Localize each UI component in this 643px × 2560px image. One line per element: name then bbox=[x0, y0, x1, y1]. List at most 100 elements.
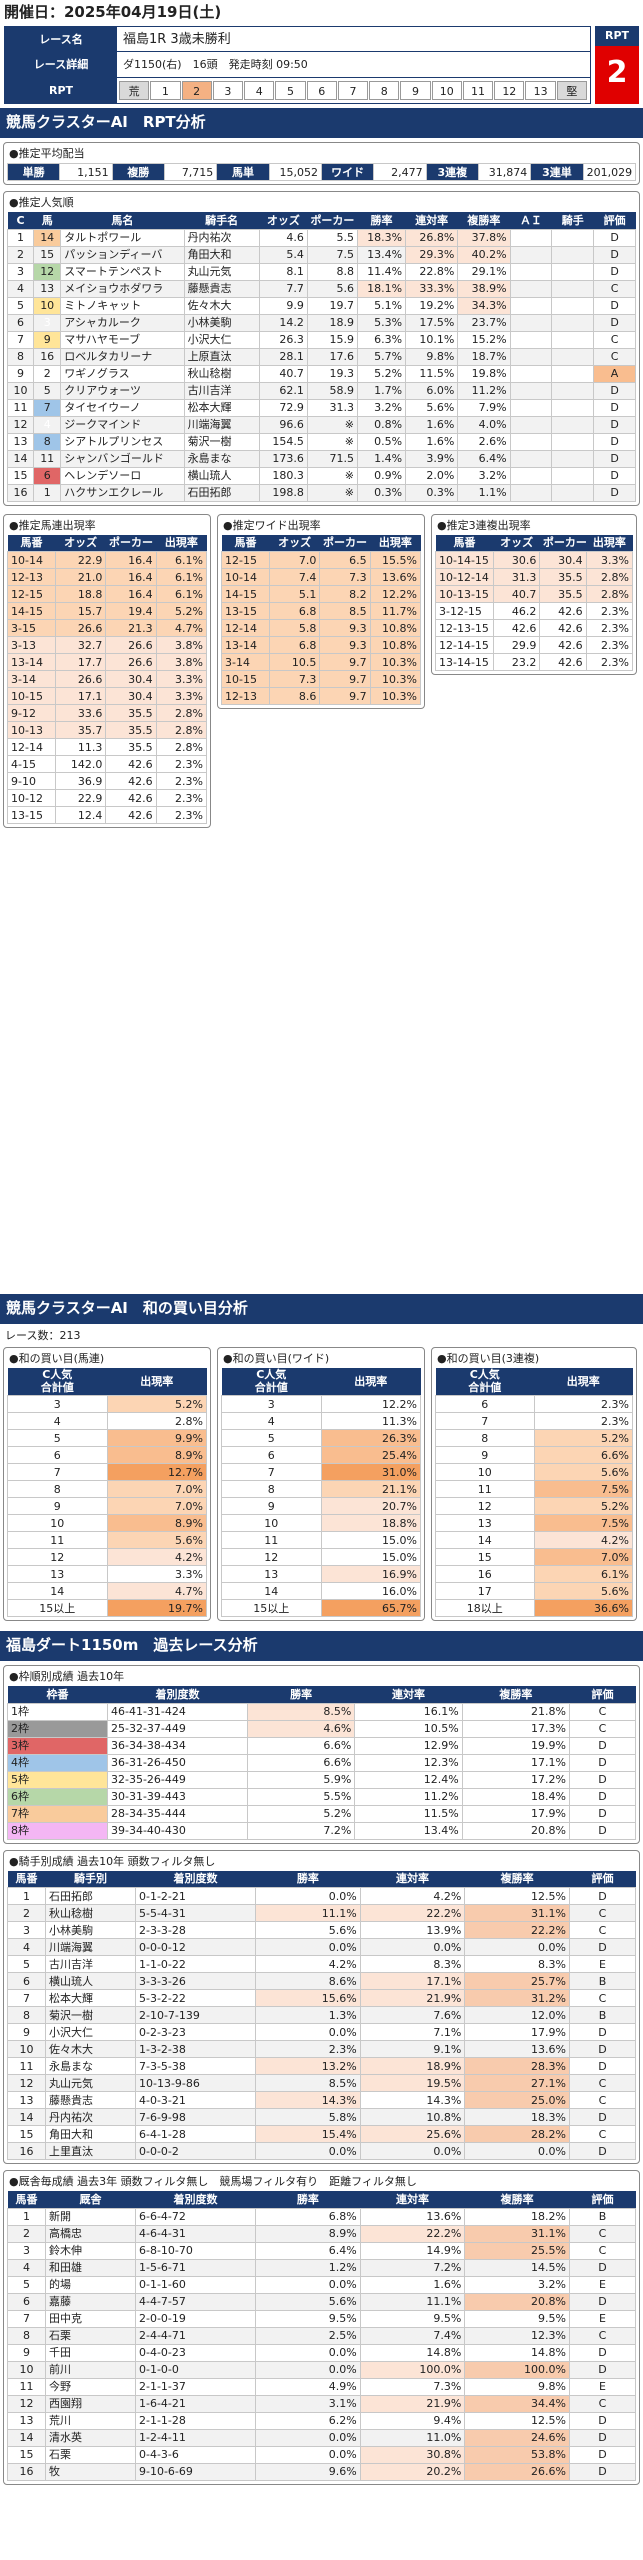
stat-row: 13 荒川 2-1-1-28 6.2% 9.4% 12.5% D bbox=[7, 2411, 636, 2430]
popularity-cell: 23.7% bbox=[457, 313, 511, 332]
column-header: ＡＩ bbox=[510, 212, 552, 229]
trainer-table: 馬番 厩舎 着別度数 勝率 連対率 複勝率 評価 1 新開 6-6-4-72 6.8% 13.6% 18… bbox=[7, 2191, 636, 2481]
stat-cell: 9.4% bbox=[359, 2411, 466, 2430]
popularity-cell bbox=[509, 262, 553, 281]
rpt-scale-cell: 8 bbox=[369, 81, 400, 100]
stat-cell: 秋山稔樹 bbox=[45, 1904, 136, 1922]
probability-cell: 2.8% bbox=[155, 721, 208, 739]
popularity-cell: ※ bbox=[306, 415, 359, 434]
popularity-cell: 5.6% bbox=[405, 398, 459, 417]
sum-rate: 19.7% bbox=[106, 1599, 207, 1617]
column-header: 複勝率 bbox=[462, 1686, 570, 1703]
jockey-title: ●騎手別成績 過去10年 頭数フィルタ無し bbox=[9, 1854, 216, 1868]
popularity-cell: 8.1 bbox=[258, 262, 308, 281]
stat-cell: 22.2% bbox=[359, 2224, 466, 2243]
rpt-scale-cell: 12 bbox=[494, 81, 525, 100]
probability-cell: 29.9 bbox=[492, 636, 541, 654]
probability-cell: 26.6 bbox=[105, 653, 157, 671]
popularity-cell: 37.8% bbox=[457, 228, 511, 247]
popularity-cell: ワギノグラス bbox=[60, 364, 185, 383]
stat-cell: E bbox=[569, 2309, 636, 2328]
stat-cell: 0.0% bbox=[464, 2142, 570, 2160]
popularity-cell: 1.7% bbox=[357, 381, 407, 400]
stat-cell: 28.3% bbox=[464, 2057, 570, 2075]
sum-row: 12 15.0% bbox=[221, 1548, 421, 1566]
sum-row: 7 12.7% bbox=[7, 1463, 207, 1481]
stat-row: 11 永島まな 7-3-5-38 13.2% 18.9% 28.3% D bbox=[7, 2057, 636, 2075]
waku-cell: 20.8% bbox=[461, 1821, 571, 1840]
sum-rate: 8.9% bbox=[106, 1446, 207, 1464]
probability-cell: 2.8% bbox=[155, 738, 208, 756]
probability-cell: 3-13 bbox=[7, 636, 56, 654]
stat-cell: 10 bbox=[7, 2040, 46, 2058]
popularity-cell: 31.3 bbox=[306, 398, 359, 417]
rpt-value: 2 bbox=[595, 46, 639, 104]
popularity-cell: 4 bbox=[6, 279, 35, 298]
popularity-cell: 7.7 bbox=[258, 279, 308, 298]
stat-cell: 31.2% bbox=[464, 1989, 570, 2007]
probability-row: 4-15 142.0 42.6 2.3% bbox=[7, 755, 208, 773]
stat-cell: 上里直汰 bbox=[45, 2142, 136, 2160]
stat-cell: 8 bbox=[7, 2006, 46, 2024]
popularity-cell: 10 bbox=[33, 296, 62, 315]
probability-cell: 12.4 bbox=[54, 806, 107, 824]
popularity-cell: D bbox=[593, 432, 636, 451]
sum-row: 5 9.9% bbox=[7, 1429, 207, 1447]
stat-cell: 53.8% bbox=[464, 2445, 570, 2464]
stat-cell: 荒川 bbox=[45, 2411, 136, 2430]
jockey-table: 馬番 騎手別 着別度数 勝率 連対率 複勝率 評価 1 石田拓郎 0-1-2-21 0.0% 4.2%… bbox=[7, 1870, 636, 2160]
sum-value: 13 bbox=[435, 1514, 535, 1532]
probability-cell: 9.3 bbox=[319, 636, 371, 654]
sum-rate: 31.0% bbox=[320, 1463, 421, 1481]
probability-row: 10-15 17.1 30.4 3.3% bbox=[7, 687, 208, 705]
stat-cell: 6.8% bbox=[255, 2207, 361, 2226]
popularity-cell: ※ bbox=[306, 483, 359, 502]
wide-table: 馬番 オッズ ポーカー 出現率 12-15 7.0 6.5 15.5% 10-14 7.4 7.3 1… bbox=[221, 534, 422, 705]
popularity-cell: 16 bbox=[6, 483, 35, 502]
probability-row: 12-14 5.8 9.3 10.8% bbox=[221, 619, 422, 637]
probability-cell: 12-14-15 bbox=[435, 636, 494, 654]
probability-cell: 13-14-15 bbox=[435, 653, 494, 671]
payout-label: 3連単 bbox=[530, 163, 584, 181]
popularity-row: 7 9 マサハヤモーブ 小沢大仁 26.3 15.9 6.3% 10.1% 15.2% C bbox=[6, 330, 636, 349]
sum-row: 13 3.3% bbox=[7, 1565, 207, 1583]
stat-cell: 13.9% bbox=[359, 1921, 466, 1939]
popularity-cell: D bbox=[593, 483, 636, 502]
stat-cell: 4 bbox=[7, 2258, 46, 2277]
popularity-cell: 16 bbox=[33, 347, 62, 366]
probability-row: ●推定馬連出現率 馬番 オッズ ポーカー 出現率 10-14 22.9 16.4 6.1% 12… bbox=[3, 512, 640, 1290]
popularity-cell: 3.2% bbox=[357, 398, 407, 417]
stat-cell: 25.5% bbox=[464, 2241, 570, 2260]
probability-cell: 10-15 bbox=[221, 670, 270, 688]
popularity-cell: 22.8% bbox=[405, 262, 459, 281]
stat-cell: 4.2% bbox=[255, 1955, 361, 1973]
probability-cell: 35.5 bbox=[539, 568, 587, 586]
sum-row: 10 5.6% bbox=[435, 1463, 633, 1481]
column-header: 評価 bbox=[569, 1870, 636, 1888]
sum-rate: 16.9% bbox=[320, 1565, 421, 1583]
popularity-cell bbox=[509, 313, 553, 332]
popularity-cell: 0.3% bbox=[357, 483, 407, 502]
column-header: 馬番 bbox=[435, 534, 494, 552]
stat-cell: 2-1-1-28 bbox=[135, 2411, 256, 2430]
stat-row: 10 前川 0-1-0-0 0.0% 100.0% 100.0% D bbox=[7, 2360, 636, 2379]
probability-cell: 8.5 bbox=[319, 602, 371, 620]
rpt-scale-cell: 11 bbox=[462, 81, 494, 100]
sum-row: 13 16.9% bbox=[221, 1565, 421, 1583]
stat-row: 2 秋山稔樹 5-5-4-31 11.1% 22.2% 31.1% C bbox=[7, 1904, 636, 1922]
stat-cell: 的場 bbox=[45, 2275, 136, 2294]
sum-row: 15 7.0% bbox=[435, 1548, 633, 1566]
stat-row: 2 高橋忠 4-6-4-31 8.9% 22.2% 31.1% C bbox=[7, 2224, 636, 2243]
stat-row: 12 丸山元気 10-13-9-86 8.5% 19.5% 27.1% C bbox=[7, 2074, 636, 2092]
stat-cell: 1-1-0-22 bbox=[135, 1955, 256, 1973]
probability-cell: 12-14 bbox=[7, 738, 56, 756]
column-header: 勝率 bbox=[255, 1870, 361, 1888]
trio-table: 馬番 オッズ ポーカー 出現率 10-14-15 30.6 30.4 3.3% 10-12-14… bbox=[435, 534, 634, 671]
sum-value: 15以上 bbox=[7, 1599, 108, 1617]
probability-cell: 12-13 bbox=[221, 687, 270, 705]
sum-wide-title: ●和の買い目(ワイド) bbox=[223, 1351, 330, 1365]
probability-row: 12-14 11.3 35.5 2.8% bbox=[7, 738, 208, 756]
sum-rate: 26.3% bbox=[320, 1429, 421, 1447]
column-header: 馬番 bbox=[7, 2191, 46, 2208]
waku-cell: 6.6% bbox=[246, 1736, 356, 1755]
